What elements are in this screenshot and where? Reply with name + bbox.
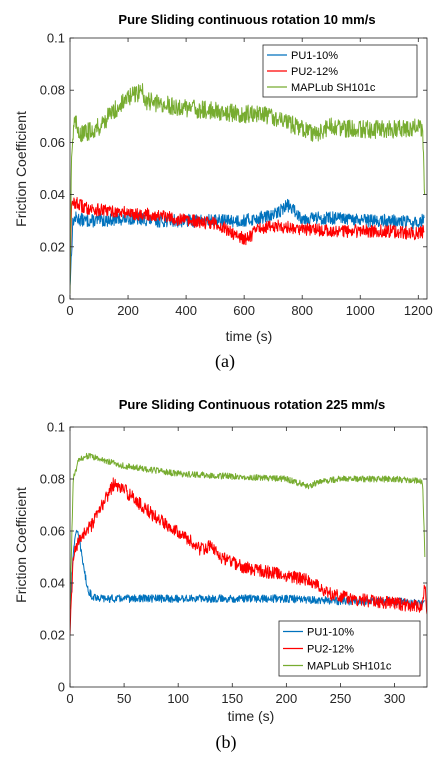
- legend-label-2: PU2-12%: [291, 66, 338, 78]
- series-line-3: [70, 83, 426, 294]
- y-tick-label: 0.04: [40, 187, 65, 202]
- x-tick-label: 600: [233, 303, 255, 318]
- y-tick-label: 0.06: [40, 135, 65, 150]
- legend-label-3: MAPLub SH101c: [307, 661, 392, 673]
- series-line-1: [70, 198, 425, 286]
- x-tick-label: 250: [330, 691, 352, 706]
- x-tick-label: 0: [66, 303, 73, 318]
- y-tick-label: 0.08: [40, 83, 65, 98]
- chart-b-legend: PU1-10% PU2-12% MAPLub SH101c: [278, 620, 421, 677]
- y-tick-label: 0.08: [40, 472, 65, 487]
- x-tick-label: 0: [66, 691, 73, 706]
- series-line-2: [70, 197, 425, 279]
- chart-b-caption: (b): [216, 732, 237, 753]
- axes-box: [69, 426, 428, 688]
- chart-b-ylabel: Friction Coefficient: [13, 487, 29, 603]
- legend-label-1: PU1-10%: [307, 627, 354, 639]
- chart-a-legend: PU1-10% PU2-12% MAPLub SH101c: [262, 44, 418, 98]
- y-tick-label: 0.1: [47, 420, 65, 435]
- y-tick-label: 0.06: [40, 524, 65, 539]
- chart-b-title: Pure Sliding Continuous rotation 225 mm/…: [119, 397, 386, 412]
- legend-label-2: PU2-12%: [307, 644, 354, 656]
- y-tick-label: 0.02: [40, 628, 65, 643]
- y-tick-label: 0: [58, 680, 65, 695]
- legend-label-1: PU1-10%: [291, 50, 338, 62]
- chart-b-xlabel: time (s): [228, 708, 275, 724]
- chart-a-ylabel: Friction Coefficient: [13, 111, 29, 227]
- series-line-2: [70, 477, 427, 636]
- x-tick-label: 800: [291, 303, 313, 318]
- chart-a-caption: (a): [215, 351, 235, 372]
- y-tick-label: 0.04: [40, 576, 65, 591]
- chart-b: Pure Sliding Continuous rotation 225 mm/…: [13, 397, 428, 753]
- x-tick-label: 1000: [346, 303, 375, 318]
- y-tick-label: 0.1: [47, 31, 65, 46]
- legend-box: [262, 44, 418, 98]
- x-tick-label: 1200: [404, 303, 433, 318]
- y-tick-label: 0.02: [40, 239, 65, 254]
- x-tick-label: 200: [117, 303, 139, 318]
- x-tick-label: 100: [167, 691, 189, 706]
- series-line-3: [70, 452, 426, 610]
- series-group: [70, 452, 427, 636]
- x-tick-label: 300: [384, 691, 406, 706]
- chart-a-xlabel: time (s): [226, 328, 273, 344]
- chart-a-title: Pure Sliding continuous rotation 10 mm/s: [118, 12, 375, 27]
- x-tick-label: 150: [221, 691, 243, 706]
- series-line-1: [70, 529, 426, 610]
- x-tick-label: 50: [117, 691, 131, 706]
- x-tick-label: 400: [175, 303, 197, 318]
- axes-box: [69, 37, 428, 300]
- x-tick-label: 200: [276, 691, 298, 706]
- y-tick-label: 0: [58, 292, 65, 307]
- series-group: [70, 83, 426, 294]
- chart-a: Pure Sliding continuous rotation 10 mm/s…: [13, 12, 433, 372]
- legend-label-3: MAPLub SH101c: [291, 82, 376, 94]
